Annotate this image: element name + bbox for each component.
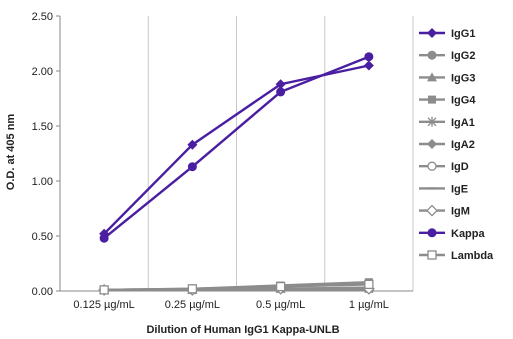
legend-marker-igg1 (427, 28, 437, 38)
data-point-igg1 (363, 60, 374, 71)
legend-label-igg4: IgG4 (451, 95, 476, 107)
x-tick-label: 0.5 µg/mL (256, 299, 305, 311)
legend-label-iga2: IgA2 (451, 139, 475, 151)
legend-marker-kappa (427, 228, 437, 238)
data-point-kappa (364, 52, 374, 62)
legend-item-iga1: IgA1 (419, 116, 475, 129)
y-tick-label: 1.00 (32, 176, 53, 188)
series (98, 52, 375, 296)
x-tick-label: 0.125 µg/mL (73, 299, 134, 311)
series-line-lambda (104, 283, 369, 292)
legend-item-igd: IgD (419, 161, 469, 173)
y-tick-label: 2.00 (32, 66, 53, 78)
legend-item-igg4: IgG4 (419, 95, 476, 107)
legend-label-iga1: IgA1 (451, 117, 475, 129)
legend: IgG1 IgG2 IgG3 IgG4 IgA1 IgA2 IgD IgE IgM Kappa La… (419, 28, 494, 262)
legend-marker-igg4 (428, 95, 436, 104)
legend-item-igm: IgM (419, 204, 470, 218)
legend-item-kappa: Kappa (419, 228, 486, 240)
x-axis-ticks: 0.125 µg/mL 0.25 µg/mL 0.5 µg/mL 1 µg/mL (73, 299, 388, 311)
legend-marker-iga2 (427, 139, 437, 149)
legend-label-igg1: IgG1 (451, 28, 475, 40)
series-lambda (99, 279, 374, 295)
legend-marker-igg3 (427, 72, 437, 82)
data-point-kappa (276, 87, 286, 97)
x-tick-label: 1 µg/mL (349, 299, 389, 311)
legend-label-igd: IgD (451, 161, 469, 173)
data-point-igg1 (187, 139, 198, 150)
series-line-kappa (103, 55, 370, 240)
legend-label-ige: IgE (451, 183, 468, 195)
data-point-igg1 (275, 79, 286, 90)
y-tick-label: 2.50 (32, 11, 53, 23)
y-axis-ticks: 0.00 0.50 1.00 1.50 2.00 2.50 (32, 11, 60, 298)
legend-marker-lambda (427, 250, 437, 260)
legend-item-igg2: IgG2 (419, 50, 475, 62)
x-tick-label: 0.25 µg/mL (165, 299, 220, 311)
legend-label-igm: IgM (451, 206, 470, 218)
legend-label-igg3: IgG3 (451, 72, 475, 84)
data-point-lambda (275, 281, 286, 292)
series-kappa (99, 52, 374, 243)
legend-marker-igm (426, 204, 438, 217)
legend-marker-iga1 (427, 116, 437, 127)
data-point-kappa (99, 233, 109, 243)
y-tick-label: 0.50 (32, 231, 53, 243)
y-tick-label: 0.00 (32, 286, 53, 298)
legend-label-igg2: IgG2 (451, 50, 475, 62)
data-point-lambda (364, 279, 374, 290)
legend-marker-igd (427, 161, 437, 171)
legend-label-lambda: Lambda (451, 250, 494, 262)
legend-item-igg3: IgG3 (419, 72, 475, 84)
legend-item-iga2: IgA2 (419, 139, 475, 151)
y-axis-title: O.D. at 405 nm (5, 114, 17, 191)
data-point-lambda (187, 284, 198, 294)
x-axis-title: Dilution of Human IgG1 Kappa-UNLB (146, 324, 339, 336)
legend-marker-igg2 (427, 50, 437, 60)
data-point-kappa (187, 162, 197, 172)
legend-label-kappa: Kappa (451, 228, 486, 240)
y-tick-label: 1.50 (32, 121, 53, 133)
grid-lines (147, 16, 414, 291)
legend-item-igg1: IgG1 (419, 28, 475, 40)
legend-item-lambda: Lambda (419, 250, 494, 262)
data-point-lambda (99, 285, 109, 295)
legend-item-ige: IgE (419, 183, 468, 195)
